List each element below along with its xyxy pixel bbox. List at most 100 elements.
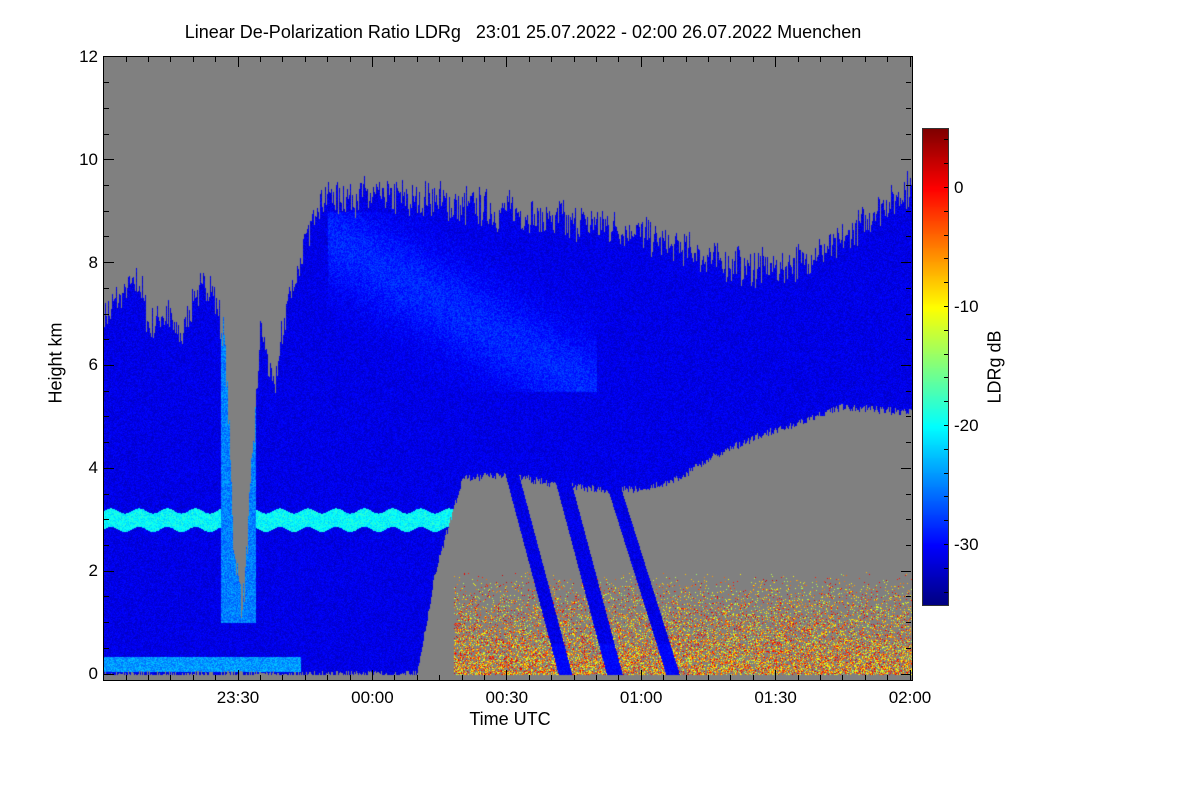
x-minor-tick-top <box>618 57 620 62</box>
x-minor-tick-top <box>842 57 844 62</box>
colorbar-minor-tick <box>944 425 948 426</box>
x-minor-tick-top <box>461 57 463 62</box>
y-tick-label: 4 <box>88 458 98 478</box>
y-tick-right <box>901 262 911 264</box>
y-minor-tick <box>104 236 109 238</box>
colorbar-minor-tick <box>944 258 948 260</box>
colorbar-minor-tick <box>944 306 948 307</box>
y-minor-tick <box>104 82 109 84</box>
x-minor-tick-top <box>483 57 485 62</box>
x-tick <box>909 670 911 680</box>
x-minor-tick-top <box>864 57 866 62</box>
x-tick <box>506 670 508 680</box>
y-minor-tick-right <box>906 416 911 418</box>
x-minor-tick-top <box>416 57 418 62</box>
y-minor-tick <box>104 596 109 598</box>
x-minor-tick <box>842 675 844 680</box>
x-tick-top <box>909 57 911 67</box>
y-minor-tick <box>104 416 109 418</box>
x-minor-tick-top <box>528 57 530 62</box>
x-minor-tick-top <box>595 57 597 62</box>
y-minor-tick-right <box>906 544 911 546</box>
x-minor-tick-top <box>752 57 754 62</box>
colorbar-minor-tick <box>944 163 948 165</box>
colorbar-minor-tick <box>944 496 948 498</box>
x-minor-tick-top <box>125 57 127 62</box>
x-minor-tick <box>730 675 732 680</box>
x-tick-top <box>775 57 777 67</box>
y-tick-right <box>901 159 911 161</box>
x-minor-tick <box>439 675 441 680</box>
y-minor-tick <box>104 210 109 212</box>
plot-frame <box>103 56 913 681</box>
y-tick-right <box>901 673 911 675</box>
x-minor-tick-top <box>259 57 261 62</box>
y-minor-tick <box>104 107 109 109</box>
y-tick-label: 6 <box>88 355 98 375</box>
x-minor-tick <box>327 675 329 680</box>
colorbar-label: LDRg dB <box>984 330 1005 404</box>
x-minor-tick <box>147 675 149 680</box>
y-tick-label: 12 <box>79 46 98 66</box>
x-minor-tick <box>685 675 687 680</box>
x-minor-tick <box>618 675 620 680</box>
y-minor-tick <box>104 622 109 624</box>
colorbar <box>922 128 949 606</box>
x-minor-tick-top <box>551 57 553 62</box>
y-minor-tick <box>104 390 109 392</box>
colorbar-tick-label: -20 <box>954 415 979 435</box>
y-minor-tick <box>104 313 109 315</box>
x-minor-tick-top <box>349 57 351 62</box>
x-minor-tick <box>259 675 261 680</box>
x-minor-tick <box>819 675 821 680</box>
y-minor-tick-right <box>906 82 911 84</box>
y-minor-tick-right <box>906 313 911 315</box>
y-minor-tick <box>104 442 109 444</box>
x-tick-label: 01:30 <box>754 688 797 707</box>
x-tick-label: 00:30 <box>485 688 529 707</box>
heatmap-plot-area <box>104 57 912 680</box>
x-minor-tick <box>528 675 530 680</box>
colorbar-minor-tick <box>944 448 948 450</box>
x-minor-tick <box>595 675 597 680</box>
y-minor-tick <box>104 185 109 186</box>
x-minor-tick-top <box>304 57 306 62</box>
colorbar-tick-label: -10 <box>954 296 979 316</box>
x-minor-tick-top <box>147 57 149 62</box>
colorbar-minor-tick <box>944 567 948 569</box>
x-minor-tick <box>663 675 665 680</box>
y-minor-tick-right <box>906 596 911 598</box>
x-tick-top <box>237 57 239 67</box>
x-minor-tick-top <box>282 57 284 62</box>
colorbar-minor-tick <box>944 234 948 236</box>
y-tick <box>104 364 114 366</box>
x-tick-label: 00:00 <box>351 688 394 707</box>
x-axis-label: Time UTC <box>469 709 551 729</box>
x-tick <box>775 670 777 680</box>
x-tick-top <box>371 57 373 67</box>
y-minor-tick <box>104 493 109 495</box>
y-minor-tick <box>104 133 109 135</box>
colorbar-minor-tick <box>944 401 948 403</box>
y-tick-label: 8 <box>88 252 98 272</box>
colorbar-minor-tick <box>944 353 948 355</box>
y-minor-tick <box>104 287 109 289</box>
y-tick <box>104 673 114 675</box>
x-minor-tick-top <box>573 57 575 62</box>
x-minor-tick <box>461 675 463 680</box>
colorbar-minor-tick <box>944 591 948 593</box>
y-minor-tick-right <box>906 519 911 521</box>
x-minor-tick <box>192 675 194 680</box>
y-tick-right <box>901 56 911 58</box>
x-minor-tick <box>551 675 553 680</box>
x-minor-tick <box>707 675 709 680</box>
y-minor-tick-right <box>906 390 911 392</box>
x-minor-tick <box>282 675 284 680</box>
x-minor-tick-top <box>707 57 709 62</box>
x-minor-tick-top <box>394 57 396 62</box>
y-tick <box>104 467 114 469</box>
y-tick-label: 0 <box>88 664 98 683</box>
colorbar-minor-tick <box>944 520 948 522</box>
x-minor-tick-top <box>170 57 172 62</box>
